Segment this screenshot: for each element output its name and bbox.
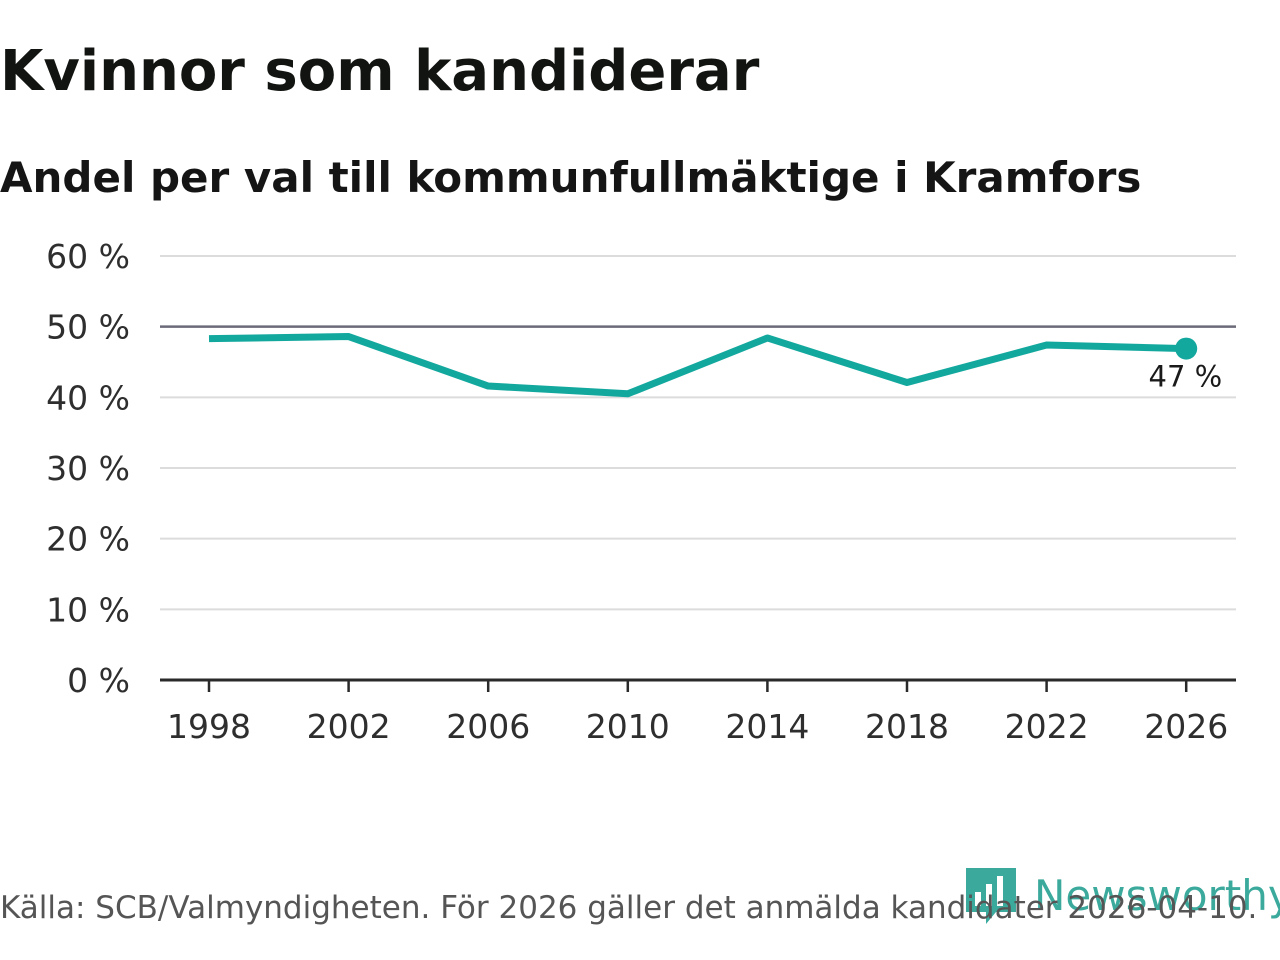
series-line-0 <box>208 333 1187 398</box>
data-point-1998 <box>206 335 213 342</box>
data-labels: 47 % <box>1149 360 1223 394</box>
x-tick-label-2014: 2014 <box>725 707 809 746</box>
y-tick-label-60: 60 % <box>46 237 130 276</box>
x-axis-tick-labels: 1998 2002 2006 2010 2014 2018 2022 2026 <box>167 707 1228 746</box>
chart-subtitle: Andel per val till kommunfullmäktige i K… <box>0 153 1142 202</box>
data-point-2006 <box>485 383 492 390</box>
data-point-2010 <box>624 390 631 397</box>
x-tick-label-2022: 2022 <box>1005 707 1089 746</box>
source-note: Källa: SCB/Valmyndigheten. För 2026 gäll… <box>0 890 1258 926</box>
data-point-2014 <box>764 334 771 341</box>
x-tick-label-2026: 2026 <box>1144 707 1228 746</box>
data-point-2018 <box>904 379 911 386</box>
gridlines <box>160 255 1236 611</box>
x-tick-label-1998: 1998 <box>167 707 251 746</box>
y-tick-label-10: 10 % <box>46 590 130 629</box>
x-tick-label-2018: 2018 <box>865 707 949 746</box>
y-tick-label-40: 40 % <box>46 378 130 417</box>
y-tick-label-0: 0 % <box>67 661 130 700</box>
y-axis-tick-labels: 0 % 10 % 20 % 30 % 40 % 50 % 60 % <box>46 237 130 700</box>
chart-title: Kvinnor som kandiderar <box>0 39 760 104</box>
y-tick-label-30: 30 % <box>46 449 130 488</box>
y-tick-label-20: 20 % <box>46 520 130 559</box>
data-point-2026 <box>1175 337 1198 360</box>
series-group <box>206 333 1198 398</box>
x-axis <box>160 678 1236 692</box>
data-point-2022 <box>1043 342 1050 349</box>
data-point-2002 <box>345 333 352 340</box>
x-tick-label-2006: 2006 <box>446 707 530 746</box>
logo-text: Newsworthy <box>1034 871 1280 920</box>
x-tick-label-2010: 2010 <box>586 707 670 746</box>
end-value-label: 47 % <box>1149 360 1223 394</box>
x-tick-label-2002: 2002 <box>307 707 391 746</box>
newsworthy-logo: Newsworthy <box>964 864 1280 928</box>
y-tick-label-50: 50 % <box>46 308 130 347</box>
bar-chart-icon <box>966 868 1016 924</box>
